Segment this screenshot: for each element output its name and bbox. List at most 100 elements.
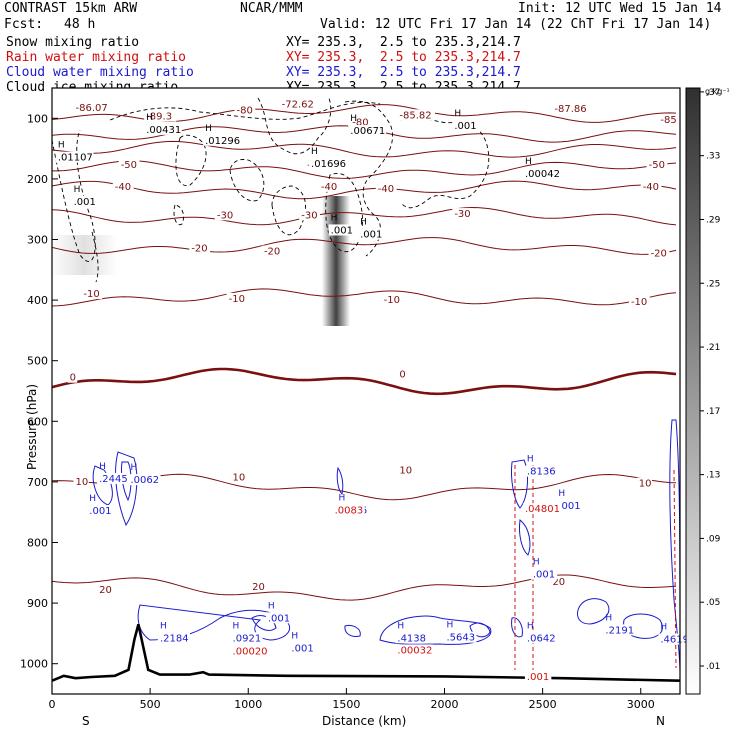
plot-area: [52, 88, 680, 694]
isotherm-label: 10: [639, 479, 652, 490]
rain-water-label: .0083: [335, 505, 364, 516]
x-tick-label: 500: [140, 698, 161, 711]
isotherm-label: -50: [649, 160, 665, 171]
temp-min-label: -87.86: [554, 104, 586, 115]
isotherm-label-bg: [550, 575, 566, 587]
cloud-water-label: .5643: [446, 633, 475, 644]
rain-water-label-bg: [522, 503, 561, 515]
temp-min-label: -85.82: [399, 110, 431, 121]
y-tick-label: 1000: [20, 658, 48, 671]
snow-contour-plume: [325, 173, 363, 253]
isotherm-label: -10: [631, 297, 647, 308]
cloud-contour-6: [336, 466, 344, 496]
snow-max-marker: H: [525, 157, 532, 167]
y-tick-label: 900: [27, 597, 48, 610]
temp-min-label-bg: [144, 110, 177, 122]
cloud-water-marker: H: [397, 621, 404, 631]
x-tick-label: 0: [49, 698, 56, 711]
snow-max-label-bg: [309, 157, 347, 169]
snow-max-marker: H: [331, 213, 338, 223]
cloud-contour-12: [511, 617, 523, 638]
isotherm-m50: [52, 160, 677, 179]
cloud-contour-4: [137, 604, 291, 641]
isotherm-label-bg: [234, 104, 256, 116]
isotherm-label: -40: [321, 182, 337, 193]
cloud-water-label: .2184: [160, 633, 189, 644]
isotherm-label: -85: [660, 115, 676, 126]
y-tick-label: 500: [27, 355, 48, 368]
axes: 0 500 1000 1500 2000 2500 30001002003004005006…: [20, 112, 655, 711]
colorbar: g kg⁻¹ .01 .05 .09 .13 .17 .21 .25 .29 .33 .37: [685, 87, 730, 695]
isotherm-label-bg: [658, 114, 680, 126]
isotherm-label-bg: [646, 158, 668, 170]
snow-max-label-bg: [55, 151, 94, 163]
isotherm-label: -20: [651, 248, 667, 259]
snow-max-label-bg: [348, 125, 386, 137]
cloud-water-marker: H: [89, 494, 96, 504]
temp-min-label-bg: [397, 109, 435, 121]
isotherm-label-bg: [118, 158, 140, 170]
snow-max-marker: H: [146, 113, 153, 123]
isotherm-label-bg: [636, 477, 652, 489]
init-time: Init: 12 UTC Wed 15 Jan 14: [518, 1, 722, 16]
y-axis-title: Pressure (hPa): [25, 384, 39, 470]
field-cloudwater-xy: XY= 235.3, 2.5 to 235.3,214.7: [286, 65, 521, 80]
isotherm-label-bg: [250, 580, 266, 592]
isotherm-label: -40: [643, 182, 659, 193]
cloud-contour-15: [669, 419, 681, 673]
rain-water-label-bg: [395, 644, 433, 656]
cloud-water-label-bg: [230, 632, 263, 644]
cloud-water-label-bg: [556, 500, 583, 512]
isotherm-label-bg: [640, 180, 662, 192]
colorbar-tick-label: .01: [706, 662, 720, 672]
x-tick-label: 3000: [627, 698, 655, 711]
rain-water-label-bg: [230, 645, 269, 657]
cloud-water-label-bg: [289, 642, 316, 654]
snow-max-label: .00431: [146, 125, 181, 136]
cloud-water-label-bg: [444, 631, 477, 643]
snow-max-label-bg: [144, 123, 182, 135]
y-tick-label: 800: [27, 537, 48, 550]
cloud-water-label: .4138: [397, 633, 426, 644]
isotherm-m60: [51, 140, 677, 158]
rain-water-label: .00032: [397, 645, 432, 656]
cloud-contour-13: [577, 598, 610, 625]
temp-min-label-bg: [73, 102, 112, 114]
rain-water-label: .001: [527, 672, 549, 683]
x-end-label-north: N: [656, 714, 665, 728]
cloud-water-marker: H: [339, 493, 346, 503]
cloud-water-label: .001: [89, 506, 111, 517]
field-snow-name: Snow mixing ratio: [6, 35, 140, 50]
cloud-water-label: .0921: [233, 633, 262, 644]
cloud-water-label: .0062: [131, 475, 160, 486]
temp-min-label-bg: [552, 103, 590, 115]
isotherm-m10: [51, 288, 677, 307]
isotherm-label: -10: [83, 289, 99, 300]
x-axis-title: Distance (km): [322, 714, 406, 728]
isotherm-label-bg: [397, 464, 413, 476]
isotherm-m20: [51, 237, 677, 255]
snow-max-label-bg: [452, 120, 479, 132]
isotherm-label-bg: [397, 368, 407, 380]
colorbar-tick-label: .13: [706, 471, 720, 481]
cloud-water-marker: H: [99, 462, 106, 472]
isotherm-label-bg: [97, 583, 113, 595]
cloud-water-marker: H: [533, 558, 540, 568]
valid-time: Valid: 12 UTC Fri 17 Jan 14 (22 ChT Fri …: [320, 17, 712, 32]
isotherm-label: -40: [115, 182, 131, 193]
isotherm-label: -30: [454, 209, 470, 220]
snow-max-marker: H: [205, 124, 212, 134]
cloud-contour-11: [519, 519, 531, 556]
forecast-label: Fcst:: [4, 17, 44, 32]
cloud-water-label: .001: [291, 644, 313, 655]
colorbar-tick-label: .21: [706, 343, 720, 353]
isotherm-label: -20: [264, 247, 280, 258]
isotherm-label-bg: [261, 245, 283, 257]
snow-max-label: .00671: [350, 126, 385, 137]
cloud-water-marker: H: [160, 621, 167, 631]
snow-contour-right: [399, 117, 490, 209]
snow-contour-cell-a: [175, 134, 207, 187]
cloud-water-label-bg: [530, 568, 558, 580]
isotherm-label: -20: [191, 244, 207, 255]
